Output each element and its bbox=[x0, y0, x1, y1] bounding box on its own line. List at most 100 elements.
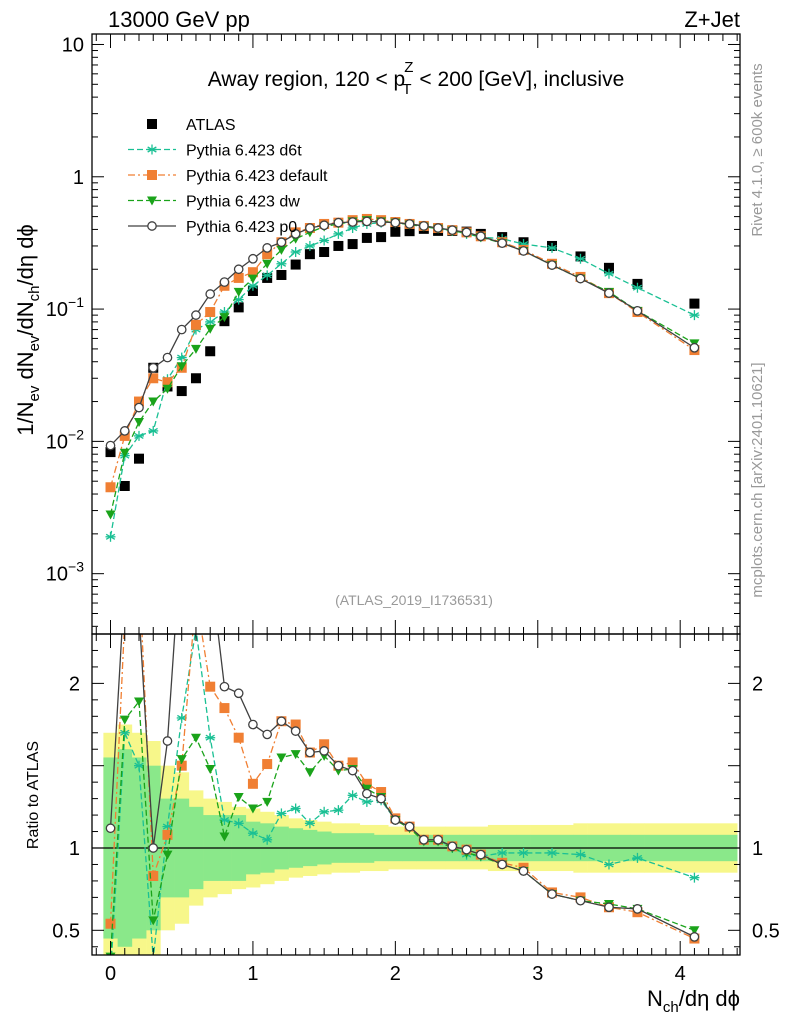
xlabel-p2: /dη dϕ bbox=[679, 986, 740, 1011]
ratio-point-s3-27 bbox=[497, 859, 508, 870]
main-ytick-label-1: 1 bbox=[73, 167, 84, 189]
ratio-point-s0-3-arm bbox=[149, 956, 158, 961]
ratio-point-s0-15 bbox=[319, 806, 330, 817]
ratio-series-layer bbox=[92, 528, 740, 961]
ratio-point-s3-12 bbox=[276, 716, 287, 727]
legend-marker-3 bbox=[147, 196, 157, 206]
ratio-point-s0-30 bbox=[575, 849, 586, 860]
main-point-s3-6 bbox=[190, 344, 201, 354]
ratio-point-s2-6 bbox=[190, 733, 201, 743]
legend-entry-3: Pythia 6.423 dw bbox=[128, 194, 300, 211]
ratio-point-s3-20 bbox=[390, 815, 401, 825]
ylabel-p0: 1/N bbox=[13, 402, 38, 436]
xtick-label-1: 1 bbox=[247, 963, 258, 985]
legend-entry-1: Pythia 6.423 d6t bbox=[128, 143, 302, 160]
main-point-s4-32 bbox=[632, 305, 643, 316]
ratio-point-s3-13 bbox=[290, 726, 301, 736]
ratio-point-s1-18 bbox=[361, 778, 372, 789]
main-point-s0-13 bbox=[290, 259, 301, 270]
main-point-s4-0 bbox=[105, 440, 116, 451]
ytick-exp: −1 bbox=[68, 294, 84, 310]
legend-label-3: Pythia 6.423 dw bbox=[186, 194, 300, 211]
main-point-s0-16 bbox=[333, 240, 344, 251]
legend-entry-2: Pythia 6.423 default bbox=[128, 168, 328, 185]
main-point-s4-7 bbox=[205, 289, 216, 299]
main-title: Away region, 120 < pZ T < 200 [GeV], incl… bbox=[208, 59, 625, 98]
ratio-point-s3-24 bbox=[447, 841, 458, 852]
ratio-frame bbox=[91, 633, 741, 956]
main-point-s2-9 bbox=[233, 272, 244, 283]
main-point-s2-7 bbox=[205, 307, 216, 318]
legend: ATLAS Pythia 6.423 d6t Pythia 6.423 defaul… bbox=[128, 117, 328, 236]
main-ylabel: 1/Nev dNev/dNch/dη dϕ bbox=[13, 224, 43, 436]
main-point-s2-10 bbox=[247, 267, 258, 278]
main-point-s4-8 bbox=[219, 277, 230, 287]
main-point-s1-12 bbox=[276, 258, 287, 269]
legend-marker-4 bbox=[147, 221, 157, 231]
main-point-s0-21 bbox=[404, 226, 415, 237]
legend-label-2: Pythia 6.423 default bbox=[186, 168, 328, 185]
main-series-line-2 bbox=[109, 218, 695, 488]
ratio-point-s2-5 bbox=[176, 755, 187, 765]
ratio-point-s2-4 bbox=[162, 850, 173, 860]
ratio-point-s3-30 bbox=[575, 895, 586, 906]
ratio-point-s3-21 bbox=[404, 821, 415, 832]
ratio-point-s3-5 bbox=[178, 528, 186, 536]
ratio-point-s2-8 bbox=[219, 832, 230, 842]
legend-label-4: Pythia 6.423 p0 bbox=[186, 219, 297, 236]
ratio-point-s0-17 bbox=[347, 790, 358, 801]
xtick-label-3: 3 bbox=[532, 963, 543, 985]
ratio-point-s1-2 bbox=[134, 563, 144, 573]
main-point-s1-13 bbox=[290, 247, 301, 258]
ratio-point-s0-9 bbox=[233, 818, 244, 829]
main-point-s4-18 bbox=[362, 216, 372, 227]
ratio-point-s3-18 bbox=[362, 788, 372, 799]
ratio-point-s1-7 bbox=[205, 681, 216, 692]
main-point-s1-16 bbox=[333, 228, 344, 239]
mcplots-label: mcplots.cern.ch [arXiv:2401.10621] bbox=[749, 362, 766, 597]
main-point-s3-8 bbox=[219, 313, 230, 323]
main-point-s4-30 bbox=[575, 273, 586, 284]
ylabel-p5: ch bbox=[26, 285, 43, 301]
ratio-point-s0-33 bbox=[689, 872, 700, 883]
main-point-s4-15 bbox=[319, 220, 329, 231]
main-point-s4-29 bbox=[547, 260, 557, 270]
main-point-s1-3 bbox=[148, 425, 159, 436]
main-point-s2-0 bbox=[105, 482, 116, 493]
ratio-point-s3-32 bbox=[632, 904, 643, 914]
main-point-s0-0 bbox=[105, 447, 116, 458]
main-point-s0-12 bbox=[276, 269, 287, 280]
ratio-point-s0-18 bbox=[361, 796, 372, 807]
xlabel-p0: N bbox=[647, 986, 663, 1011]
ytick-base: 10 bbox=[46, 431, 68, 453]
ratio-point-s0-12 bbox=[276, 808, 287, 819]
ratio-ytick-label-right-2: 0.5 bbox=[752, 920, 780, 942]
header-left: 13000 GeV pp bbox=[108, 7, 250, 32]
main-point-s3-4 bbox=[162, 384, 173, 394]
main-point-s4-25 bbox=[461, 227, 472, 238]
ratio-point-s1-17 bbox=[347, 757, 358, 768]
ratio-ytick-label-2: 0.5 bbox=[52, 920, 80, 942]
main-point-s0-6 bbox=[190, 373, 201, 384]
main-point-s4-6 bbox=[191, 310, 201, 320]
main-point-s1-14 bbox=[304, 240, 315, 251]
ratio-point-s3-31 bbox=[604, 902, 614, 913]
ratio-point-s1-5 bbox=[176, 760, 187, 771]
main-point-s4-28 bbox=[518, 246, 529, 256]
main-point-s4-10 bbox=[248, 253, 258, 264]
main-point-s1-33 bbox=[689, 310, 700, 321]
ytick-exp: −2 bbox=[68, 426, 84, 442]
ratio-point-s3-15 bbox=[319, 746, 329, 756]
ratio-point-s0-29 bbox=[547, 847, 558, 858]
legend-marker-0 bbox=[147, 119, 157, 129]
ytick-base: 10 bbox=[46, 299, 68, 321]
legend-marker-2 bbox=[147, 170, 157, 180]
main-point-s1-0 bbox=[105, 531, 116, 542]
main-point-s1-32 bbox=[632, 282, 643, 293]
main-point-s0-19 bbox=[376, 232, 387, 243]
main-point-s2-4 bbox=[162, 377, 173, 388]
main-point-s4-4 bbox=[162, 352, 173, 363]
main-series-line-4 bbox=[110, 220, 695, 447]
ratio-point-s3-8 bbox=[219, 681, 230, 692]
